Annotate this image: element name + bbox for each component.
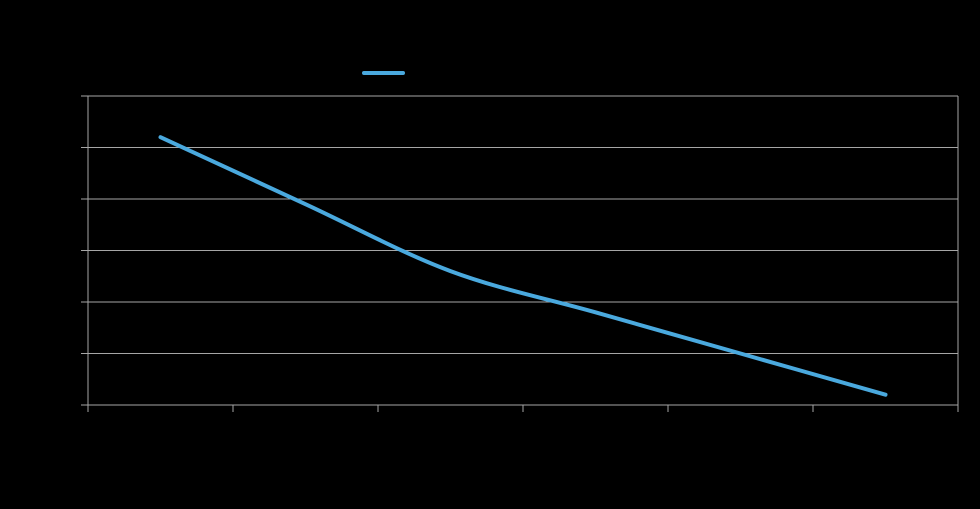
data-line	[158, 135, 888, 397]
